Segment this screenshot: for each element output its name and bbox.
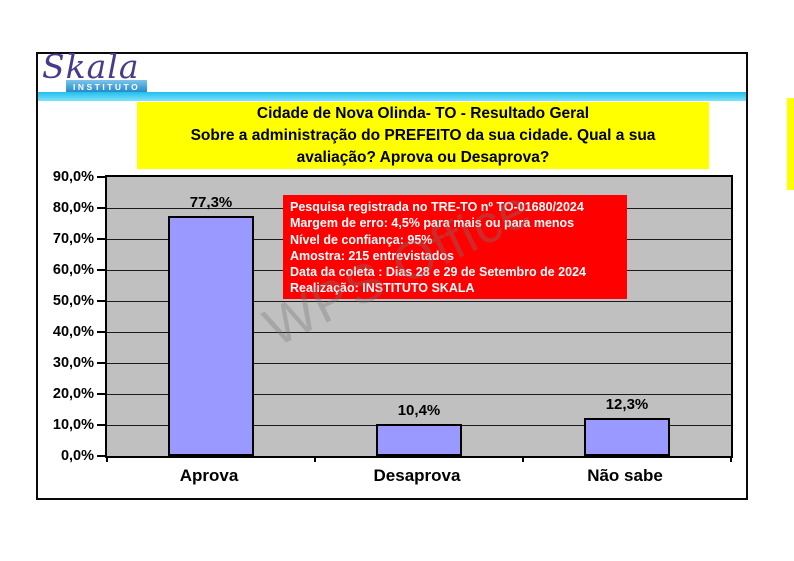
logo-wordmark: Skala [42,47,140,86]
slide: Skala INSTITUTO Cidade de Nova Olinda- T… [36,47,748,500]
screen-edge-artifact [787,98,794,190]
x-axis-labels: Aprova Desaprova Não sabe [105,466,733,492]
y-axis-tick [97,238,105,240]
gridline [107,393,731,395]
x-axis-tick [730,456,732,462]
y-axis-label: 90,0% [52,169,94,185]
y-axis-tick [97,455,105,457]
chart-title: Cidade de Nova Olinda- TO - Resultado Ge… [137,102,709,169]
y-axis-tick [97,393,105,395]
x-axis-label: Desaprova [373,466,461,485]
bar-aprova [168,216,254,456]
x-axis-tick [314,456,316,462]
y-axis-tick [97,362,105,364]
bar-value-label: 12,3% [605,396,649,413]
y-axis-label: 0,0% [60,448,94,464]
y-axis-label: 30,0% [52,355,94,371]
title-line: avaliação? Aprova ou Desaprova? [296,149,550,166]
bar-value-label: 10,4% [397,402,441,419]
y-axis-tick [97,300,105,302]
y-axis-tick [97,176,105,178]
title-line: Sobre a administração do PREFEITO da sua… [190,127,656,144]
y-axis-label: 60,0% [52,262,94,278]
bar-desaprova [376,424,462,456]
x-axis-label: Não sabe [587,466,663,485]
y-axis-tick [97,331,105,333]
bar-não-sabe [584,418,670,456]
logo-instituto-badge: INSTITUTO [66,80,148,93]
bar-value-label: 77,3% [189,194,233,211]
gridline [107,331,731,333]
y-axis-label: 80,0% [52,200,94,216]
info-line: Realização: INSTITUTO SKALA [290,281,475,296]
info-line: Margem de erro: 4,5% para mais ou para m… [290,216,575,231]
info-line: Nível de confiança: 95% [290,232,433,247]
x-axis-label: Aprova [179,466,239,485]
y-axis-label: 40,0% [52,324,94,340]
y-axis-label: 50,0% [52,293,94,309]
cyan-divider-bar [38,92,746,101]
y-axis-label: 10,0% [52,417,94,433]
info-line: Amostra: 215 entrevistados [290,248,454,263]
x-axis-tick [106,456,108,462]
y-axis-tick [97,269,105,271]
survey-info-box: Pesquisa registrada no TRE-TO nº TO-0168… [283,195,627,299]
gridline [107,300,731,302]
info-line: Pesquisa registrada no TRE-TO nº TO-0168… [290,200,584,214]
title-line: Cidade de Nova Olinda- TO - Resultado Ge… [256,105,590,122]
y-axis-tick [97,424,105,426]
y-axis-label: 70,0% [52,231,94,247]
x-axis-tick [522,456,524,462]
y-axis-label: 20,0% [52,386,94,402]
info-line: Data da coleta : Dias 28 e 29 de Setembr… [290,265,586,280]
y-axis-tick [97,207,105,209]
gridline [107,362,731,364]
